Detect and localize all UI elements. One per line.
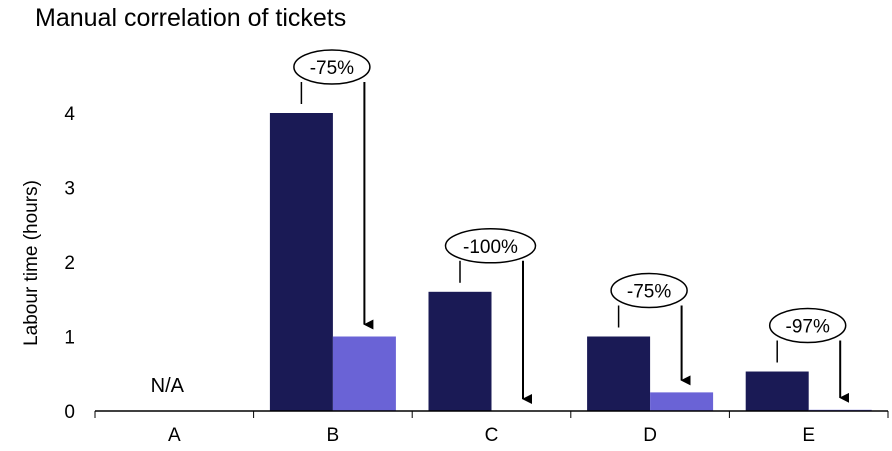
bar-e-series-1 (745, 371, 809, 411)
y-axis-title: Labour time (hours) (21, 180, 42, 346)
x-tick-label-b: B (327, 425, 340, 446)
y-tick-label-1: 1 (64, 328, 75, 349)
bar-b-series-2 (332, 336, 396, 411)
bar-d-series-1 (587, 336, 651, 411)
x-tick-label-c: C (485, 425, 499, 446)
callout-oval-e (768, 307, 847, 344)
reduction-label-e: -97% (786, 317, 830, 338)
bar-b-series-1 (269, 113, 333, 411)
y-tick-label-3: 3 (64, 179, 75, 200)
not-applicable-label: N/A (151, 375, 185, 397)
y-tick-label-4: 4 (64, 104, 75, 125)
y-tick-label-2: 2 (64, 253, 75, 274)
callout-oval-c (444, 228, 537, 264)
x-tick-label-d: D (643, 425, 657, 446)
bar-d-series-2 (650, 392, 714, 411)
reduction-label-d: -75% (627, 282, 671, 303)
reduction-label-c: -100% (463, 237, 518, 258)
x-tick-label-e: E (802, 425, 815, 446)
x-tick-label-a: A (168, 425, 181, 446)
callout-oval-b (293, 49, 371, 85)
y-tick-label-0: 0 (64, 402, 75, 423)
chart-title: Manual correlation of tickets (35, 4, 347, 32)
reduction-label-b: -75% (310, 58, 354, 79)
bar-c-series-1 (428, 291, 492, 411)
callout-oval-d (610, 272, 688, 309)
